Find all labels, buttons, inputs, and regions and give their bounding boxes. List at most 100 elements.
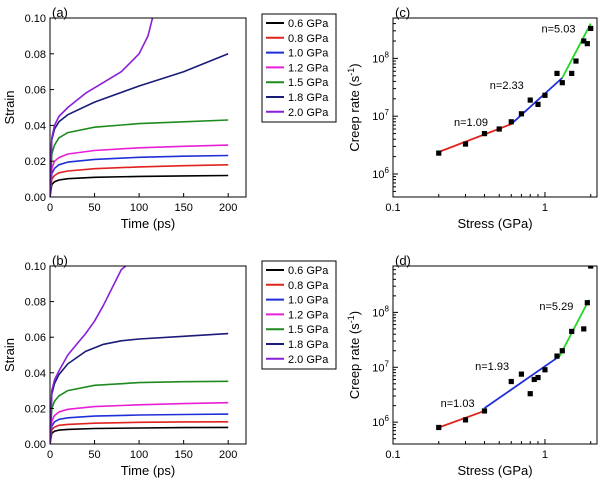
series-line-0-8-gpa <box>50 420 229 444</box>
x-tick-label: 0 <box>47 202 53 214</box>
x-tick-label: 150 <box>174 202 192 214</box>
y-axis-label: Strain <box>2 91 17 125</box>
fit-label-n-1-03: n=1.03 <box>441 398 475 410</box>
x-tick-label: 1 <box>542 449 548 461</box>
fit-label-n-1-09: n=1.09 <box>454 117 488 129</box>
y-tick-label: 0.06 <box>25 85 46 97</box>
panel-b-strain-vs-time: 0 50 100 150 200 0.00 0.02 0.04 0.06 0.08 0.10 Time… <box>2 253 337 478</box>
y-tick-label: 0.08 <box>25 297 46 309</box>
y-tick-label: 107 <box>372 359 389 374</box>
y-axis-label: Strain <box>2 338 17 372</box>
plot-area <box>436 23 594 156</box>
data-point <box>527 97 533 103</box>
data-point <box>559 348 565 354</box>
y-tick-label: 0.06 <box>25 332 46 344</box>
series-group <box>50 266 229 444</box>
x-axis-label: Time (ps) <box>121 216 175 231</box>
data-point <box>531 376 537 383</box>
legend-label-0-6-gpa: 0.6 GPa <box>288 18 329 30</box>
data-point <box>518 371 525 377</box>
panel-label: (a) <box>52 5 68 20</box>
data-point <box>462 417 469 423</box>
series-line-2-0-gpa <box>50 266 127 444</box>
series-line-1-5-gpa <box>50 119 229 197</box>
data-point <box>581 326 587 332</box>
plot-area <box>436 266 594 431</box>
fit-line-n-1-03 <box>438 410 485 429</box>
y-tick-label: 0.10 <box>25 261 46 273</box>
x-tick-label: 100 <box>130 202 148 214</box>
y-tick-label: 0.00 <box>25 439 46 451</box>
plot-frame <box>392 17 598 198</box>
y-tick-label: 108 <box>372 50 389 65</box>
plot-frame <box>49 265 247 445</box>
y-tick-label: 0.10 <box>25 13 46 25</box>
panel-label: (c) <box>395 5 410 20</box>
panel-label: (b) <box>52 253 68 268</box>
data-point <box>496 126 502 132</box>
data-point <box>584 41 590 47</box>
data-point <box>573 58 579 64</box>
panel-label: (d) <box>395 253 411 268</box>
legend-label-0-8-gpa: 0.8 GPa <box>288 280 329 292</box>
series-line-1-5-gpa <box>50 380 229 444</box>
data-point <box>436 424 442 431</box>
x-axis-label: Time (ps) <box>121 463 175 478</box>
fit-label-n-1-93: n=1.93 <box>475 361 509 373</box>
legend: 0.6 GPa 0.8 GPa 1.0 GPa 1.2 GPa 1.5 GPa 1.8 G… <box>261 260 337 370</box>
y-tick-label: 106 <box>372 414 389 429</box>
data-point <box>559 80 565 86</box>
data-point <box>508 119 514 125</box>
plot-frame <box>392 265 598 445</box>
legend-label-2-0-gpa: 2.0 GPa <box>288 107 329 119</box>
legend-label-1-5-gpa: 1.5 GPa <box>288 324 329 336</box>
data-point <box>554 70 560 77</box>
data-point <box>569 328 575 335</box>
series-line-1-8-gpa <box>50 332 229 444</box>
series-line-0-8-gpa <box>50 164 229 197</box>
fit-label-n-2-33: n=2.33 <box>490 80 524 92</box>
y-tick-label: 106 <box>372 166 389 181</box>
series-line-0-6-gpa <box>50 426 229 444</box>
y-tick-label: 0.04 <box>25 368 46 380</box>
fit-line-n-5-03 <box>561 23 592 79</box>
series-group <box>50 18 229 197</box>
fit-label-n-5-03: n=5.03 <box>542 24 576 36</box>
data-point <box>584 300 590 306</box>
plot-frame <box>49 17 247 198</box>
data-point <box>588 25 594 32</box>
y-axis-label: Creep rate (s-1) <box>346 63 362 151</box>
x-axis-label: Stress (GPa) <box>457 463 532 478</box>
x-tick-label: 200 <box>219 202 237 214</box>
y-tick-label: 0.00 <box>25 192 46 204</box>
y-tick-label: 0.08 <box>25 49 46 61</box>
legend-label-1-8-gpa: 1.8 GPa <box>288 339 329 351</box>
y-axis-label: Creep rate (s-1) <box>346 311 362 399</box>
legend-label-1-2-gpa: 1.2 GPa <box>288 309 329 321</box>
series-line-1-0-gpa <box>50 154 229 197</box>
data-point <box>481 408 488 414</box>
x-tick-label: 0.1 <box>385 202 400 214</box>
y-tick-label: 108 <box>372 304 389 319</box>
data-point <box>436 150 442 156</box>
x-tick-label: 50 <box>88 202 100 214</box>
data-point <box>535 101 541 108</box>
legend-label-1-0-gpa: 1.0 GPa <box>288 295 329 307</box>
data-point <box>508 378 514 385</box>
legend-label-1-2-gpa: 1.2 GPa <box>288 62 329 74</box>
fit-label-n-5-29: n=5.29 <box>539 301 573 313</box>
data-point <box>527 391 533 397</box>
data-point <box>581 38 587 44</box>
y-tick-label: 107 <box>372 108 389 123</box>
x-tick-label: 1 <box>542 202 548 214</box>
panel-a-strain-vs-time: 0 50 100 150 200 0.00 0.02 0.04 0.06 0.08 0.10 Time… <box>2 5 337 231</box>
fit-line-n-5-29 <box>558 299 590 357</box>
legend: 0.6 GPa 0.8 GPa 1.0 GPa 1.2 GPa 1.5 GPa 1.8 G… <box>261 13 337 123</box>
series-line-1-2-gpa <box>50 144 229 197</box>
data-point <box>569 70 575 77</box>
x-tick-label: 100 <box>130 449 148 461</box>
series-line-1-0-gpa <box>50 413 229 444</box>
series-line-2-0-gpa <box>50 18 154 197</box>
x-axis-label: Stress (GPa) <box>457 216 532 231</box>
